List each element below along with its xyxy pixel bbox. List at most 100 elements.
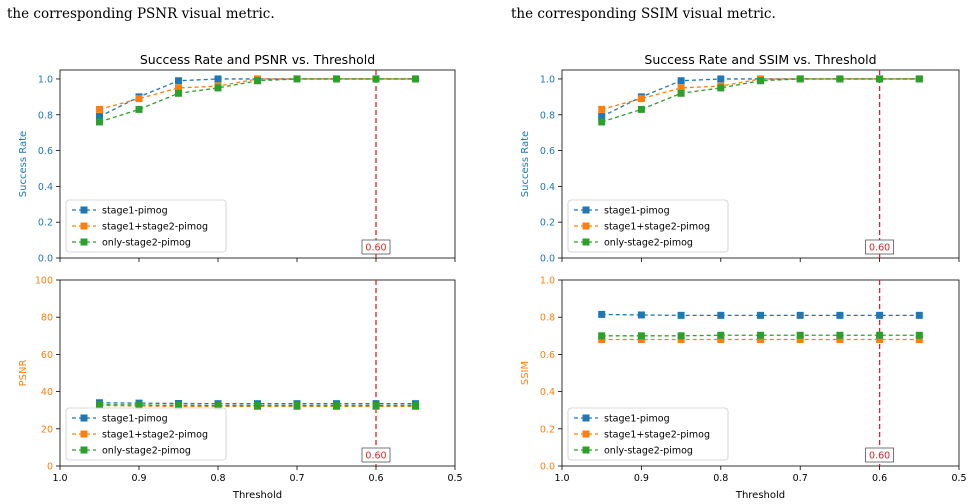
data-point-stage1-pimog [796,311,804,319]
x-tick-label: 1.0 [52,473,67,484]
legend-box [567,407,729,461]
legend-marker-stage1+stage2-pimog [582,222,590,230]
data-point-only-stage2-pimog [293,402,301,410]
data-point-only-stage2-pimog [333,402,340,410]
y-tick-label: 0.4 [38,182,53,193]
data-point-only-stage2-pimog [372,402,380,410]
data-point-stage1+stage2-pimog [598,105,606,113]
x-tick-label: 0.9 [634,473,649,484]
data-point-only-stage2-pimog [915,75,923,83]
data-point-stage1-pimog [96,113,103,121]
data-point-only-stage2-pimog [175,89,182,97]
threshold-label-box [361,447,391,463]
top-axes-frame [59,69,456,259]
data-point-stage1+stage2-pimog [96,105,103,113]
data-point-only-stage2-pimog [175,401,182,409]
threshold-label: 0.60 [365,451,386,462]
y-tick-label: 0.2 [540,218,555,229]
bot-axes-frame [59,279,456,467]
y-tick-label: 100 [35,276,53,287]
data-point-only-stage2-pimog [757,77,764,85]
data-point-only-stage2-pimog [96,118,103,126]
threshold-label: 0.60 [869,243,890,254]
data-point-only-stage2-pimog [214,84,222,92]
legend-marker-only-stage2-pimog [80,238,88,246]
data-point-stage1-pimog [598,310,606,318]
threshold-label-box [865,239,894,255]
legend-marker-stage1-pimog [80,414,88,422]
data-point-stage1-pimog [717,75,725,83]
legend-box [567,199,729,253]
y-tick-label: 0.8 [38,110,53,121]
data-point-only-stage2-pimog [836,331,844,339]
caption-right: the corresponding SSIM visual metric. [511,6,776,22]
series-line-stage1-pimog [601,313,920,316]
y-tick-label: 40 [41,387,53,398]
data-point-stage1-pimog [175,77,182,85]
data-point-stage1-pimog [677,77,685,85]
y-tick-label: 0.6 [540,146,555,157]
threshold-label-box [865,447,894,463]
x-tick-label: 0.6 [368,473,383,484]
data-point-only-stage2-pimog [915,331,923,339]
data-point-stage1+stage2-pimog [637,336,645,344]
data-point-only-stage2-pimog [96,401,103,409]
y-tick-label: 0.4 [540,387,555,398]
data-point-only-stage2-pimog [254,77,261,85]
series-line-stage1-pimog [601,78,920,118]
legend-marker-stage1-pimog [582,414,590,422]
data-point-stage1-pimog [637,311,645,319]
legend-box [65,407,227,461]
y-tick-label: 0.0 [540,462,555,473]
data-point-only-stage2-pimog [796,75,804,83]
series-line-only-stage2-pimog [601,334,920,337]
data-point-only-stage2-pimog [796,331,804,339]
data-point-only-stage2-pimog [135,401,143,409]
y-tick-label: 1.0 [540,74,555,85]
data-point-only-stage2-pimog [677,89,685,97]
x-tick-label: 0.5 [951,473,966,484]
data-point-stage1+stage2-pimog [757,336,764,344]
y-tick-label: 1.0 [540,276,555,287]
x-axis-label: Threshold [232,490,282,501]
legend-marker-stage1-pimog [582,206,590,214]
series-line-stage1-pimog [99,402,416,405]
x-tick-label: 0.9 [131,473,146,484]
data-point-stage1+stage2-pimog [876,336,884,344]
y-tick-label: 0.4 [540,182,555,193]
legend-label-stage1-pimog: stage1-pimog [102,206,168,217]
data-point-only-stage2-pimog [598,332,606,340]
data-point-stage1-pimog [915,311,923,319]
threshold-label: 0.60 [365,243,386,254]
legend-label-only-stage2-pimog: only-stage2-pimog [102,238,191,249]
data-point-stage1+stage2-pimog [677,84,685,92]
series-line-only-stage2-pimog [99,403,416,407]
legend-label-stage1+stage2-pimog: stage1+stage2-pimog [102,430,208,441]
threshold-label: 0.60 [869,451,890,462]
top-axes-frame [561,69,960,259]
data-point-only-stage2-pimog [372,75,380,83]
x-tick-label: 0.8 [713,473,728,484]
legend-marker-stage1-pimog [80,206,88,214]
series-line-only-stage2-pimog [99,78,416,123]
legend-marker-only-stage2-pimog [582,238,590,246]
y-axis-label: Success Rate [520,131,531,197]
y-tick-label: 0.8 [540,313,555,324]
y-axis-label: SSIM [520,361,531,385]
data-point-only-stage2-pimog [637,332,645,340]
y-axis-label: PSNR [18,360,29,387]
y-tick-label: 0.6 [540,350,555,361]
x-tick-label: 0.8 [210,473,225,484]
data-point-stage1+stage2-pimog [717,336,725,344]
legend-label-stage1-pimog: stage1-pimog [604,414,670,425]
data-point-only-stage2-pimog [412,75,419,83]
y-tick-label: 0.8 [540,110,555,121]
data-point-only-stage2-pimog [293,75,301,83]
data-point-stage1-pimog [214,75,222,83]
y-tick-label: 80 [41,313,53,324]
legend-box [65,199,227,253]
data-point-only-stage2-pimog [717,331,725,339]
data-point-stage1-pimog [717,311,725,319]
data-point-stage1-pimog [757,311,764,319]
